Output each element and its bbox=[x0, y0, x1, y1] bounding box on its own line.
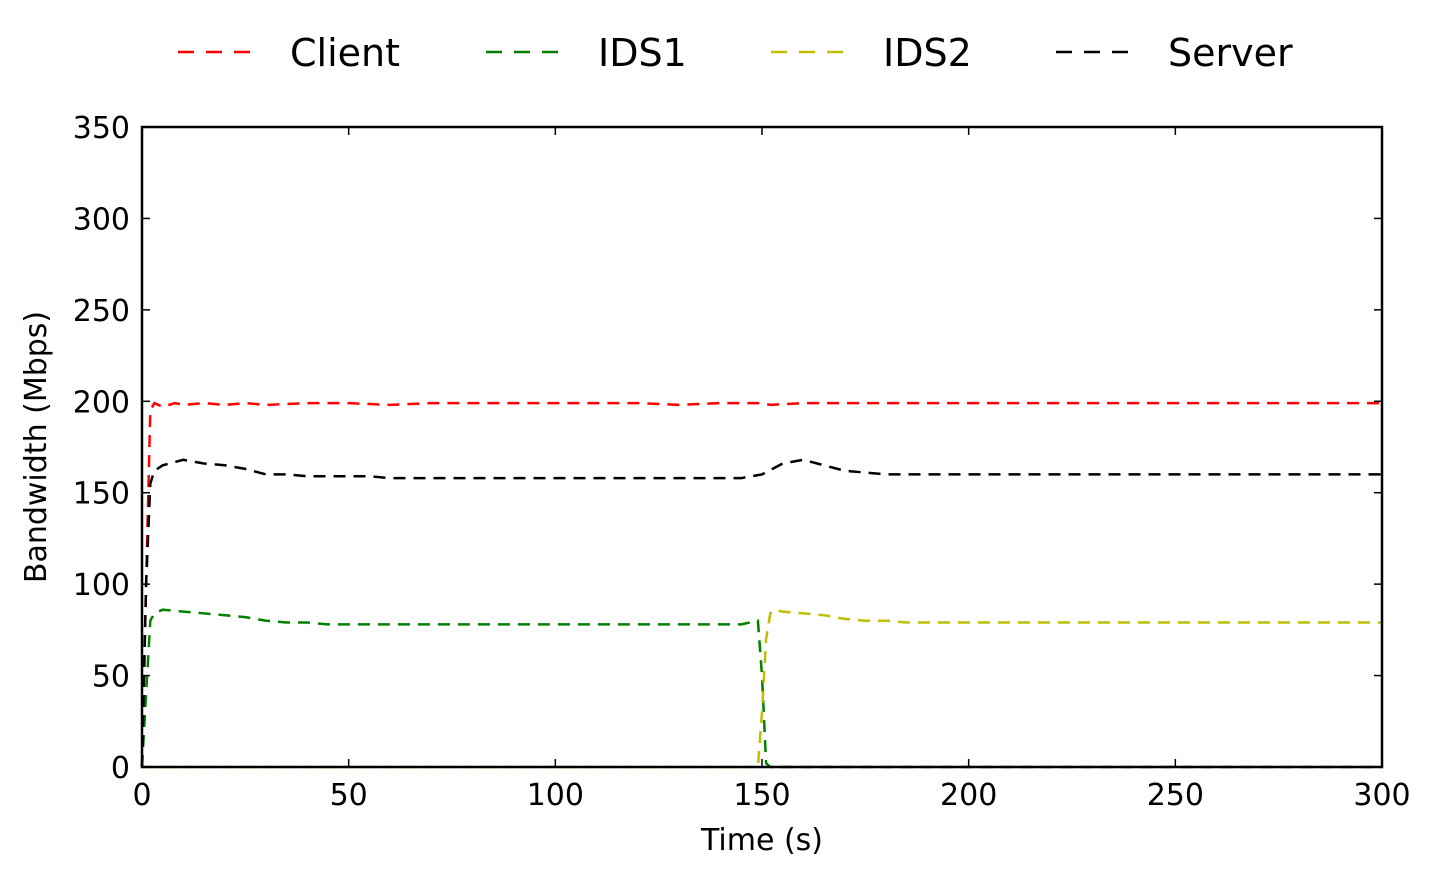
y-tick-label: 0 bbox=[111, 751, 130, 786]
series-line-ids1 bbox=[140, 608, 1382, 769]
y-tick-label: 350 bbox=[73, 111, 130, 146]
x-tick-label: 50 bbox=[330, 778, 368, 813]
legend-item-ids1: IDS1 bbox=[486, 31, 687, 75]
series-layer bbox=[140, 401, 1382, 769]
tick-layer: 0 50 100 150 200 250 300 0 50 100 150 200 250 300 350 bbox=[73, 111, 1411, 813]
x-axis-title: Time (s) bbox=[700, 823, 823, 858]
y-tick-label: 150 bbox=[73, 477, 130, 512]
y-tick-label: 200 bbox=[73, 385, 130, 420]
legend: Client IDS1 IDS2 Server bbox=[178, 31, 1293, 75]
legend-label: Server bbox=[1168, 31, 1293, 75]
x-tick-label: 200 bbox=[940, 778, 997, 813]
y-tick-label: 50 bbox=[92, 660, 130, 695]
x-tick-label: 300 bbox=[1353, 778, 1410, 813]
legend-label: IDS2 bbox=[883, 31, 972, 75]
x-tick-label: 150 bbox=[733, 778, 790, 813]
series-line-ids2 bbox=[142, 608, 1382, 769]
x-tick-label: 100 bbox=[527, 778, 584, 813]
y-tick-label: 300 bbox=[73, 202, 130, 237]
y-tick-label: 100 bbox=[73, 568, 130, 603]
legend-item-server: Server bbox=[1056, 31, 1293, 75]
y-axis-title: Bandwidth (Mbps) bbox=[19, 311, 54, 583]
legend-label: Client bbox=[290, 31, 400, 75]
x-tick-label: 250 bbox=[1147, 778, 1204, 813]
y-tick-label: 250 bbox=[73, 294, 130, 329]
series-line-client bbox=[140, 401, 1382, 768]
series-line-server bbox=[140, 458, 1382, 768]
x-tick-label: 0 bbox=[132, 778, 151, 813]
legend-label: IDS1 bbox=[598, 31, 687, 75]
legend-item-client: Client bbox=[178, 31, 400, 75]
legend-item-ids2: IDS2 bbox=[771, 31, 972, 75]
